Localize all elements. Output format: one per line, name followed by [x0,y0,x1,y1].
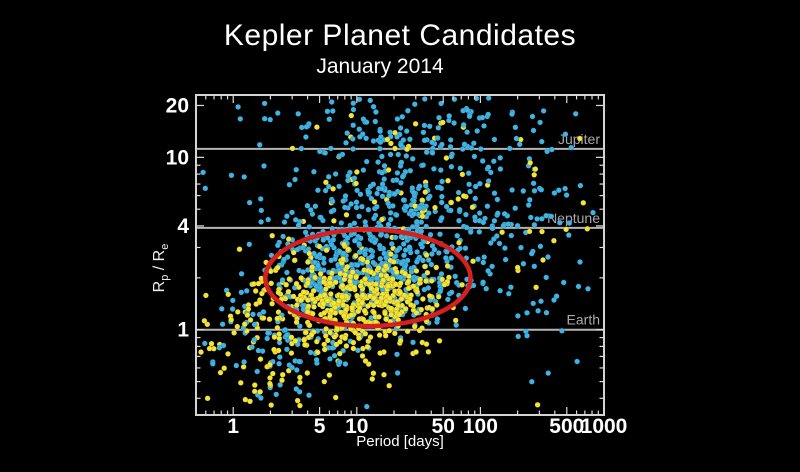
chart-title: Kepler Planet Candidates [223,19,577,52]
x-tick-label: 50 [432,415,455,438]
reference-label-earth: Earth [567,312,600,328]
x-tick-label: 5 [314,415,326,438]
chart-subtitle: January 2014 [316,55,444,78]
x-tick-label: 1 [227,415,239,438]
y-tick-label: 10 [166,146,189,169]
reference-lines: JupiterNeptuneEarth [196,131,604,331]
scatter-points [198,95,596,410]
plot-frame [195,94,605,416]
x-tick-label: 500 [549,415,584,438]
highlight-ellipse [263,227,473,329]
x-tick-label: 1000 [581,415,628,438]
y-tick-label: 1 [177,319,189,342]
x-tick-label: 100 [463,415,498,438]
y-tick-label: 20 [166,94,189,117]
x-axis-title: Period [days] [356,433,444,450]
y-tick-label: 4 [177,215,189,238]
x-tick-label: 10 [345,415,368,438]
